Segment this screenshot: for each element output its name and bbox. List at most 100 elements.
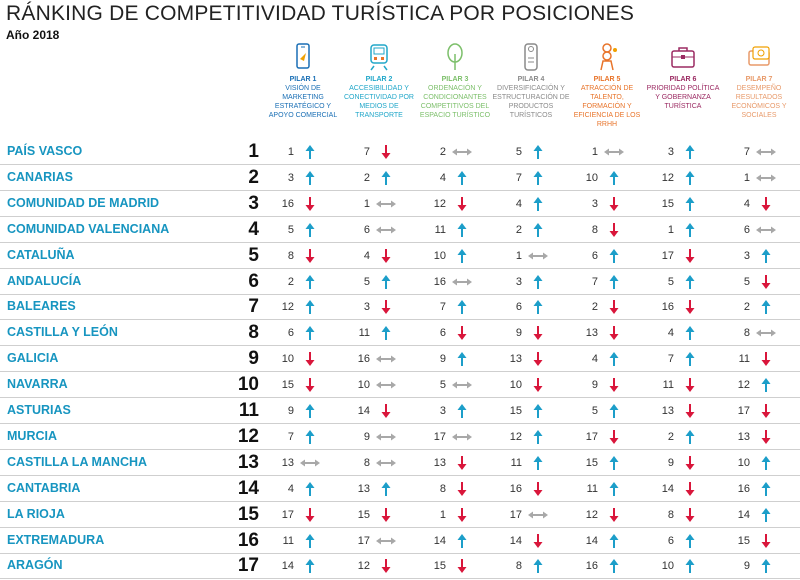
pillar-position: 7 — [743, 146, 750, 158]
pillar-cell: 1 — [264, 139, 334, 165]
trend-down-icon — [381, 507, 391, 522]
region-name: ASTURIAS — [7, 403, 71, 417]
trend-up-icon — [685, 429, 695, 444]
trend-down-icon — [609, 300, 619, 315]
table-row: COMUNIDAD VALENCIANA 4 5 6 11 2 8 1 6 — [0, 217, 800, 243]
trend-same-icon — [528, 252, 548, 260]
region-name: CATALUÑA — [7, 247, 75, 262]
pillar-position: 12 — [433, 197, 446, 210]
trend-down-icon — [609, 507, 619, 522]
pillar-position: 15 — [357, 508, 370, 521]
pillar-cell: 7 — [416, 294, 486, 320]
trend-down-icon — [685, 248, 695, 263]
trend-up-icon — [533, 222, 543, 237]
pillar-cell: 9 — [264, 398, 334, 424]
row-divider — [0, 448, 800, 450]
pillar-cell: 5 — [720, 269, 790, 295]
trend-down-icon — [609, 196, 619, 211]
pillar-cell: 16 — [416, 269, 486, 295]
row-divider — [0, 423, 800, 424]
pillar-cell: 10 — [568, 165, 638, 191]
trend-up-icon — [609, 170, 619, 185]
trend-up-icon — [533, 429, 543, 444]
row-divider — [0, 500, 800, 502]
row-divider — [0, 397, 800, 399]
pillar-position: 2 — [591, 301, 598, 314]
overall-rank: 4 — [248, 218, 259, 240]
trend-down-icon — [685, 507, 695, 522]
pillar-position: 5 — [363, 275, 370, 288]
pillar-position: 1 — [439, 508, 446, 521]
overall-rank: 8 — [248, 322, 259, 344]
row-divider — [0, 267, 800, 269]
overall-rank: 14 — [237, 477, 259, 499]
pillar-position: 4 — [515, 197, 522, 210]
pillar-cell: 1 — [340, 191, 410, 217]
pillar-position: 17 — [281, 508, 294, 521]
trend-up-icon — [381, 481, 391, 496]
pillar-position: 6 — [591, 249, 598, 262]
overall-rank: 16 — [237, 529, 259, 551]
table-row: ASTURIAS 11 9 14 3 15 5 13 17 — [0, 398, 800, 424]
pillar-name: PILAR 7 — [745, 76, 773, 83]
row-divider — [0, 371, 800, 373]
trend-up-icon — [533, 559, 543, 574]
pillar-name: PILAR 5 — [593, 76, 621, 83]
trend-up-icon — [533, 196, 543, 211]
pillar-position: 10 — [585, 171, 598, 184]
overall-rank: 12 — [237, 425, 259, 447]
pillar-position: 5 — [515, 146, 522, 158]
pillar-position: 7 — [591, 275, 598, 288]
trend-down-icon — [533, 352, 543, 367]
pillar-position: 1 — [287, 146, 294, 158]
pillar-cell: 17 — [416, 424, 486, 450]
pillar-name: PILAR 4 — [517, 76, 545, 83]
trend-same-icon — [376, 537, 396, 544]
trend-up-icon — [457, 404, 467, 418]
pillar-cell: 15 — [416, 553, 486, 579]
pillar-position: 15 — [661, 197, 674, 210]
money-card-icon — [748, 46, 770, 66]
pillar-position: 3 — [515, 275, 522, 288]
pillar-position: 2 — [743, 301, 750, 314]
trend-down-icon — [533, 481, 543, 496]
smartphone-icon — [296, 43, 310, 69]
pillar-position: 9 — [591, 379, 598, 392]
pillar-cell: 17 — [568, 424, 638, 450]
pillar-position: 11 — [662, 379, 674, 392]
trend-same-icon — [376, 355, 396, 363]
pillar-cell: 6 — [568, 243, 638, 269]
pillar-position: 13 — [737, 430, 750, 443]
trend-up-icon — [761, 455, 771, 470]
pillar-position: 13 — [585, 327, 598, 340]
pillar-cell: 9 — [720, 553, 790, 579]
trend-down-icon — [381, 559, 391, 574]
pillar-position: 6 — [667, 534, 674, 547]
table-row: EXTREMADURA 16 11 17 14 14 14 6 15 — [0, 528, 800, 554]
pillar-position: 7 — [515, 171, 522, 184]
pillar-cell: 12 — [492, 424, 562, 450]
pillar-cell: 10 — [644, 553, 714, 579]
trend-up-icon — [609, 455, 619, 470]
pillar-position: 17 — [661, 249, 674, 262]
pillar-position: 4 — [591, 353, 598, 366]
trend-down-icon — [685, 378, 695, 393]
trend-down-icon — [533, 533, 543, 548]
trend-up-icon — [381, 326, 391, 341]
pillar-cell: 11 — [264, 528, 334, 554]
pillar-description: PRIORIDAD POLÍTICA Y GOBERNANZA TURÍSTIC… — [646, 85, 720, 110]
pillar-cell: 12 — [720, 372, 790, 398]
pillar-cell: 7 — [264, 424, 334, 450]
pillar-position: 8 — [287, 249, 294, 262]
trend-up-icon — [609, 404, 619, 418]
trend-same-icon — [756, 174, 776, 182]
pillar-header-5: PILAR 5 ATRACCIÓN DE TALENTO, FORMACIÓN Y… — [568, 42, 646, 129]
pillar-cell: 8 — [264, 243, 334, 269]
pillar-cell: 14 — [644, 476, 714, 502]
trend-up-icon — [381, 274, 391, 289]
pillar-position: 5 — [287, 223, 294, 236]
trend-down-icon — [685, 300, 695, 315]
pillar-cell: 4 — [416, 165, 486, 191]
row-divider — [0, 319, 800, 321]
trend-up-icon — [305, 533, 315, 548]
